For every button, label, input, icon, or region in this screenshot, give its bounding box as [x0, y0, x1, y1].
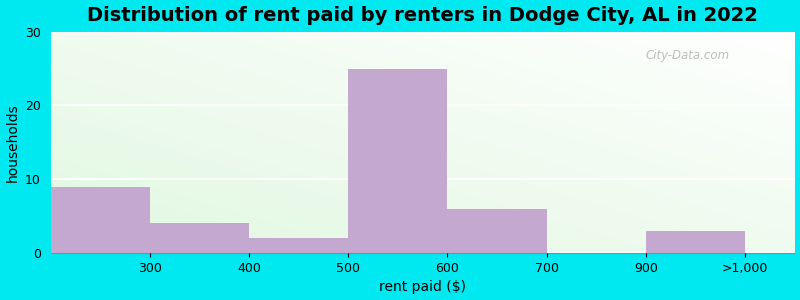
Bar: [646, 231, 745, 253]
Bar: [50, 187, 150, 253]
Bar: [150, 224, 249, 253]
Y-axis label: households: households: [6, 103, 19, 182]
Title: Distribution of rent paid by renters in Dodge City, AL in 2022: Distribution of rent paid by renters in …: [87, 6, 758, 25]
Bar: [348, 68, 447, 253]
Bar: [249, 238, 348, 253]
Bar: [447, 208, 546, 253]
X-axis label: rent paid ($): rent paid ($): [379, 280, 466, 294]
Text: City-Data.com: City-Data.com: [646, 50, 730, 62]
